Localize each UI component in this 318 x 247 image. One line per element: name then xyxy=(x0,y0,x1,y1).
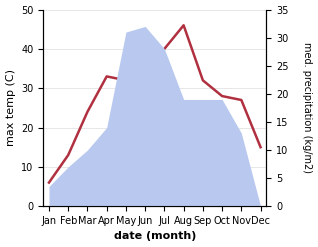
Y-axis label: med. precipitation (kg/m2): med. precipitation (kg/m2) xyxy=(302,42,313,173)
X-axis label: date (month): date (month) xyxy=(114,231,196,242)
Y-axis label: max temp (C): max temp (C) xyxy=(5,69,16,146)
